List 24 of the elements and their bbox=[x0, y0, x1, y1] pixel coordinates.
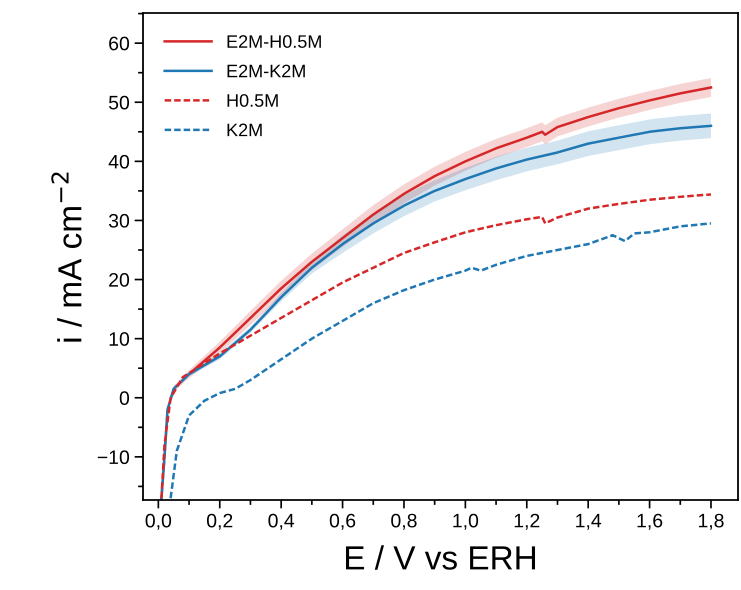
legend-label: H0.5M bbox=[228, 94, 278, 107]
x-tick-label: 0,0 bbox=[146, 514, 172, 530]
x-tick-label: 1,2 bbox=[514, 514, 540, 530]
y-tick-label: 30 bbox=[108, 214, 130, 228]
x-axis-title: E / V vs ERH bbox=[346, 545, 536, 570]
legend-label: E2M-H0.5M bbox=[228, 35, 321, 48]
x-tick-label: 1,4 bbox=[576, 514, 602, 530]
x-tick-label: 1,6 bbox=[638, 514, 662, 530]
x-tick-label: 1,8 bbox=[698, 514, 724, 530]
x-tick-label: 0,2 bbox=[207, 514, 232, 530]
y-tick-label: 50 bbox=[108, 96, 130, 110]
y-tick-label: 60 bbox=[109, 36, 130, 50]
x-tick-label: 0,8 bbox=[391, 514, 417, 530]
y-tick-label: 10 bbox=[110, 332, 130, 346]
legend-label: E2M-K2M bbox=[228, 64, 305, 78]
x-tick-label: 1,0 bbox=[453, 514, 478, 530]
y-tick-label: 20 bbox=[109, 273, 130, 287]
y-axis-title: i / mA cm$^{−2}$ bbox=[51, 172, 82, 342]
legend-label: K2M bbox=[228, 124, 262, 136]
x-tick-label: 0,4 bbox=[268, 514, 294, 530]
y-tick-label: −10 bbox=[98, 450, 130, 464]
y-tick-label: 0 bbox=[120, 391, 130, 405]
x-tick-label: 0,6 bbox=[330, 514, 356, 530]
y-tick-label: 40 bbox=[108, 154, 130, 169]
